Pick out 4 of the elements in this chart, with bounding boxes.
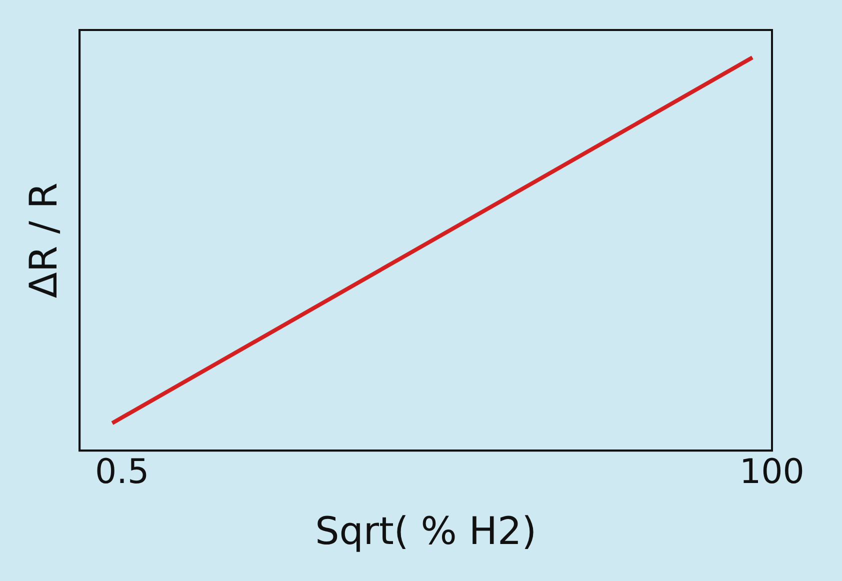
x-axis-title: Sqrt( % H2) [315,509,537,554]
x-tick-label: 100 [740,452,804,492]
y-axis-title: ΔR / R [22,182,66,298]
x-tick-label: 0.5 [95,452,150,492]
